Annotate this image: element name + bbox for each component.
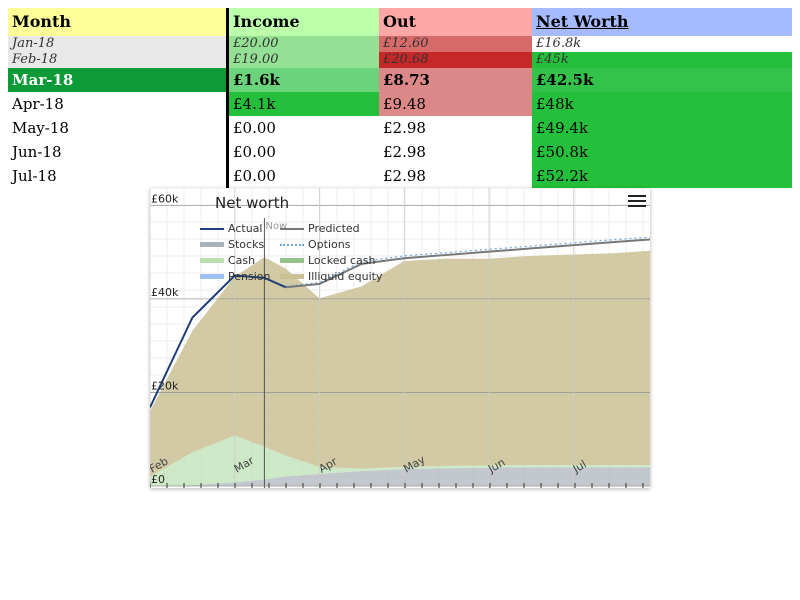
- cell-income[interactable]: £0.00: [226, 164, 379, 188]
- legend-swatch: [280, 227, 304, 230]
- cell-month[interactable]: Jul-18: [8, 164, 226, 188]
- cell-net-worth[interactable]: £16.8k: [532, 36, 792, 52]
- legend-swatch: [200, 227, 224, 230]
- legend-label: Locked cash: [308, 254, 376, 267]
- cell-net-worth[interactable]: £49.4k: [532, 116, 792, 140]
- cell-month[interactable]: Jan-18: [8, 36, 226, 52]
- table-header-row: Month Income Out Net Worth: [8, 8, 792, 36]
- legend-item-actual[interactable]: Actual: [200, 222, 262, 235]
- series-line-actual: [150, 274, 286, 408]
- legend-swatch: [200, 258, 224, 263]
- cell-income[interactable]: £19.00: [226, 52, 379, 68]
- legend-label: Predicted: [308, 222, 360, 235]
- cell-net-worth[interactable]: £52.2k: [532, 164, 792, 188]
- legend-swatch: [280, 243, 304, 246]
- legend-swatch: [200, 274, 224, 279]
- cell-out[interactable]: £8.73: [379, 68, 532, 92]
- area-illiquid-equity: [150, 250, 650, 477]
- cell-month[interactable]: Mar-18: [8, 68, 226, 92]
- header-income[interactable]: Income: [226, 8, 379, 36]
- table-row: Mar-18 £1.6k £8.73 £42.5k: [8, 68, 792, 92]
- table-row: Jul-18 £0.00 £2.98 £52.2k: [8, 164, 792, 188]
- legend-item-stocks[interactable]: Stocks: [200, 238, 264, 251]
- cell-income[interactable]: £1.6k: [226, 68, 379, 92]
- table-row: Jan-18 £20.00 £12.60 £16.8k: [8, 36, 792, 52]
- cell-out[interactable]: £2.98: [379, 164, 532, 188]
- x-tick-label: Jul: [570, 458, 589, 476]
- table-row: May-18 £0.00 £2.98 £49.4k: [8, 116, 792, 140]
- legend-item-options[interactable]: Options: [280, 238, 350, 251]
- now-label: Now: [265, 221, 287, 232]
- legend-label: Cash: [228, 254, 256, 267]
- table-row: Jun-18 £0.00 £2.98 £50.8k: [8, 140, 792, 164]
- legend-swatch: [280, 258, 304, 263]
- cell-net-worth[interactable]: £48k: [532, 92, 792, 116]
- y-tick-label: £40k: [151, 286, 179, 299]
- cell-month[interactable]: Jun-18: [8, 140, 226, 164]
- cell-net-worth[interactable]: £45k: [532, 52, 792, 68]
- legend-item-cash[interactable]: Cash: [200, 254, 255, 267]
- cell-income[interactable]: £0.00: [226, 116, 379, 140]
- cell-month[interactable]: Apr-18: [8, 92, 226, 116]
- cell-out[interactable]: £2.98: [379, 140, 532, 164]
- y-tick-label: £60k: [151, 192, 179, 205]
- table-row: Feb-18 £19.00 £20.68 £45k: [8, 52, 792, 68]
- y-tick-label: £20k: [151, 379, 179, 392]
- series-line-options: [285, 236, 650, 287]
- legend-item-locked-cash[interactable]: Locked cash: [280, 254, 375, 267]
- legend-item-illiquid-equity[interactable]: Illiquid equity: [280, 270, 383, 283]
- y-tick-label: £0: [151, 473, 165, 486]
- legend-swatch: [200, 242, 224, 247]
- cell-out[interactable]: £9.48: [379, 92, 532, 116]
- net-worth-table: Month Income Out Net Worth Jan-18 £20.00 £…: [8, 8, 792, 188]
- legend-label: Stocks: [228, 238, 265, 251]
- legend-item-predicted[interactable]: Predicted: [280, 222, 360, 235]
- cell-income[interactable]: £20.00: [226, 36, 379, 52]
- area-cash: [150, 435, 650, 486]
- header-month[interactable]: Month: [8, 8, 226, 36]
- legend-label: Illiquid equity: [308, 270, 383, 283]
- header-net-worth[interactable]: Net Worth: [532, 8, 792, 36]
- legend-label: Options: [308, 238, 351, 251]
- cell-out[interactable]: £2.98: [379, 116, 532, 140]
- area-stocks: [150, 467, 650, 486]
- cell-out[interactable]: £20.68: [379, 52, 532, 68]
- cell-income[interactable]: £4.1k: [226, 92, 379, 116]
- legend-label: Actual: [228, 222, 263, 235]
- legend-item-pension[interactable]: Pension: [200, 270, 270, 283]
- cell-income[interactable]: £0.00: [226, 140, 379, 164]
- series-line-predicted: [285, 238, 650, 289]
- chart-title: Net worth: [215, 194, 289, 212]
- table-row: Apr-18 £4.1k £9.48 £48k: [8, 92, 792, 116]
- legend-swatch: [280, 274, 304, 279]
- legend-label: Pension: [228, 270, 271, 283]
- cell-net-worth[interactable]: £50.8k: [532, 140, 792, 164]
- net-worth-chart: £0 £20k £40k £60k Feb Mar Apr May Jun Jul Now Net w…: [150, 188, 650, 488]
- cell-out[interactable]: £12.60: [379, 36, 532, 52]
- table-body: Jan-18 £20.00 £12.60 £16.8k Feb-18 £19.00 £20.…: [8, 36, 792, 188]
- cell-net-worth[interactable]: £42.5k: [532, 68, 792, 92]
- cell-month[interactable]: Feb-18: [8, 52, 226, 68]
- header-out[interactable]: Out: [379, 8, 532, 36]
- hamburger-menu-icon[interactable]: [628, 192, 646, 208]
- cell-month[interactable]: May-18: [8, 116, 226, 140]
